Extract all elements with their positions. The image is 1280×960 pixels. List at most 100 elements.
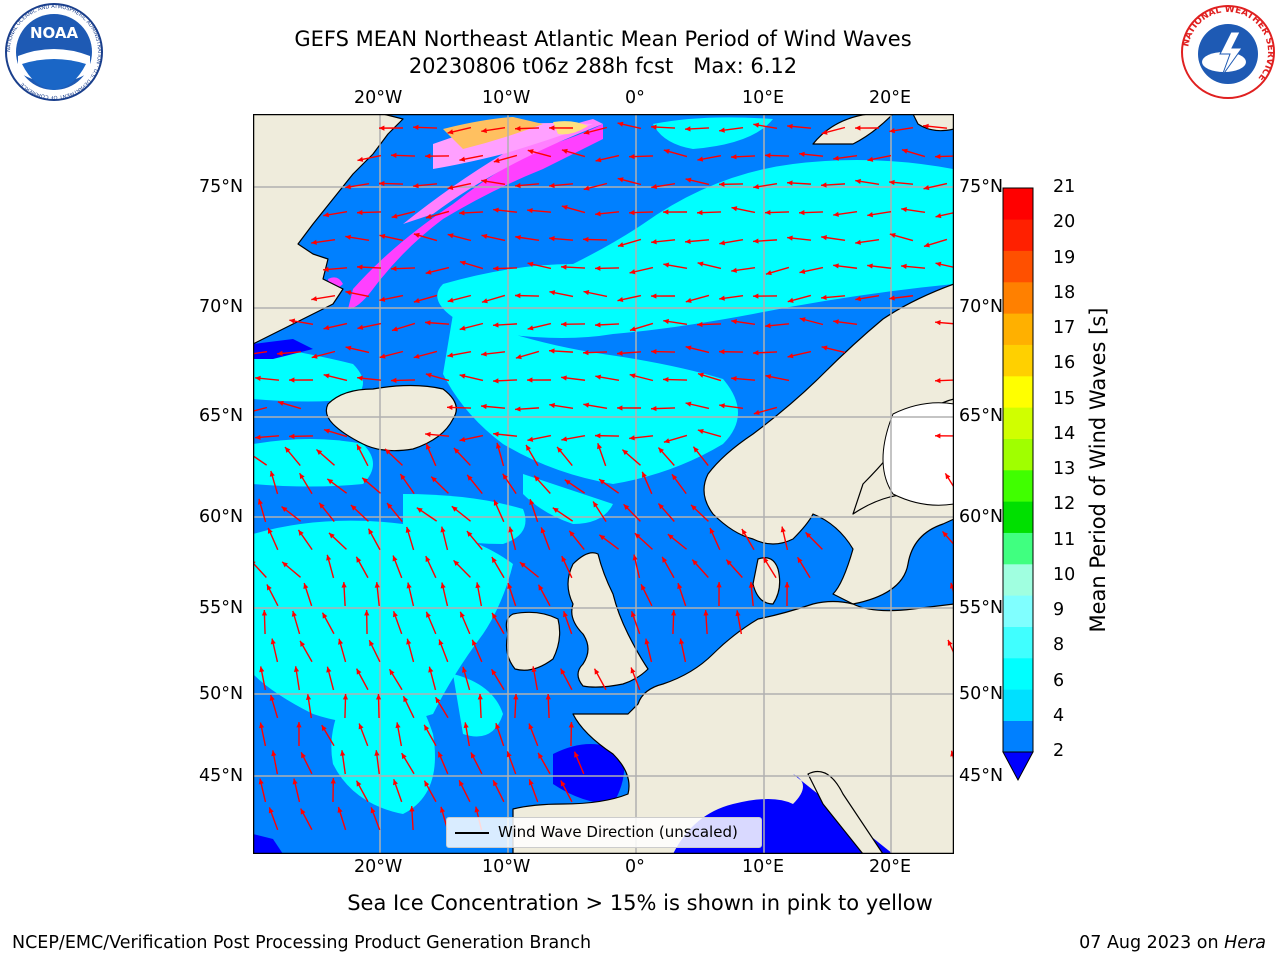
wind-wave-arrowhead (821, 345, 828, 351)
wind-wave-arrowhead (438, 751, 443, 758)
wind-wave-arrowhead (697, 156, 704, 162)
wind-wave-arrowhead (481, 403, 487, 410)
wind-wave-arrowhead (867, 212, 874, 218)
wind-wave-arrowhead (799, 151, 805, 157)
wind-wave-arrowhead (472, 639, 477, 646)
wind-wave-arrowhead (393, 779, 398, 786)
nws-logo: NATIONAL WEATHER SERVICE (1181, 5, 1275, 99)
wind-wave-arrowhead (595, 322, 601, 328)
wind-wave-arrowhead (261, 610, 268, 616)
wind-wave-arrowhead (765, 152, 771, 159)
legend-label: Wind Wave Direction (unscaled) (498, 823, 738, 841)
wind-wave-arrowhead (316, 449, 323, 456)
wind-wave-arrowhead (466, 531, 473, 537)
wind-wave-arrowhead (502, 473, 508, 480)
wind-wave-arrowhead (289, 377, 295, 383)
wind-wave-arrowhead (658, 447, 664, 454)
wind-wave-arrowhead (300, 640, 306, 647)
colorbar-block (1003, 720, 1033, 753)
wind-wave-arrowhead (481, 298, 488, 304)
colorbar-tick-label: 4 (1053, 705, 1065, 726)
wind-wave-arrowhead (357, 209, 363, 216)
wind-wave-arrowhead (629, 210, 635, 216)
wind-wave-arrowhead (641, 584, 646, 591)
wind-wave-arrowhead (519, 562, 526, 568)
wind-wave-arrowhead (269, 470, 275, 477)
wind-wave-arrowhead (493, 157, 500, 163)
wind-wave-arrowhead (617, 121, 624, 127)
wind-wave-arrow (253, 351, 268, 355)
wind-wave-arrowhead (406, 638, 412, 645)
wind-wave-arrowhead (323, 266, 329, 272)
wind-wave-arrowhead (277, 400, 284, 406)
wind-wave-arrowhead (425, 431, 431, 438)
wind-wave-arrowhead (413, 298, 420, 304)
wind-wave-arrowhead (459, 780, 464, 787)
wind-wave-arrowhead (855, 296, 862, 302)
wind-wave-arrowhead (583, 349, 589, 356)
wind-wave-arrowhead (821, 294, 827, 301)
wind-wave-arrowhead (300, 808, 306, 815)
wind-wave-arrowhead (663, 438, 670, 444)
wind-wave-arrowhead (753, 238, 759, 244)
wind-wave-arrowhead (527, 436, 534, 442)
wind-wave-arrowhead (549, 182, 555, 189)
wind-wave-arrowhead (855, 239, 861, 245)
wind-wave-arrowhead (413, 124, 419, 131)
svalbard-land (812, 114, 894, 145)
wind-wave-arrowhead (345, 290, 352, 296)
wind-wave-arrowhead (629, 153, 635, 160)
wind-wave-arrowhead (507, 583, 513, 590)
wind-wave-arrowhead (285, 447, 291, 453)
wind-wave-arrowhead (765, 270, 772, 276)
wind-wave-arrowhead (440, 526, 446, 533)
wind-wave-arrowhead (267, 527, 273, 534)
colorbar-block (1003, 501, 1033, 533)
wind-wave-arrowhead (787, 235, 793, 241)
wind-wave-arrowhead (319, 502, 325, 509)
wind-wave-arrowhead (889, 128, 896, 134)
wind-wave-arrowhead (593, 501, 599, 508)
wind-wave-arrowhead (799, 268, 806, 274)
colorbar-tick-label: 10 (1053, 564, 1076, 585)
wind-wave-arrowhead (323, 212, 330, 218)
wind-wave-arrowhead (508, 526, 514, 533)
footer-date-text: 07 Aug 2023 on (1079, 933, 1225, 953)
wind-wave-arrowhead (387, 503, 393, 509)
wind-wave-arrowhead (495, 442, 502, 449)
wind-wave-arrowhead (630, 611, 636, 618)
map-plot-area (253, 114, 954, 854)
wind-wave-arrowhead (923, 185, 930, 191)
lon-tick-top-1: 20°W (354, 88, 403, 108)
wind-wave-arrowhead (379, 180, 385, 187)
wind-wave-arrowhead (463, 722, 469, 729)
wind-wave-arrowhead (833, 155, 839, 161)
wind-wave-arrowhead (763, 557, 769, 564)
wind-wave-arrowhead (461, 666, 468, 673)
wind-wave-arrowhead (493, 431, 499, 437)
lat-tick-left-50: 50°N (199, 684, 244, 704)
wind-wave-arrowhead (425, 269, 432, 275)
wind-wave-arrowhead (425, 556, 431, 563)
wind-wave-arrowhead (460, 611, 465, 618)
wind-wave-arrowhead (719, 240, 726, 246)
wind-wave-arrowhead (685, 401, 692, 407)
colorbar-tick-label: 19 (1053, 247, 1076, 268)
wind-wave-arrowhead (697, 321, 703, 328)
wind-wave-arrowhead (357, 156, 364, 162)
wind-wave-direction-arrows (253, 121, 954, 831)
wind-wave-arrowhead (595, 211, 601, 217)
wind-wave-arrowhead (391, 265, 397, 272)
wind-wave-arrowhead (651, 293, 657, 299)
wind-wave-arrowhead (719, 127, 725, 133)
wind-wave-arrowhead (787, 353, 794, 359)
wind-wave-arrowhead (923, 123, 929, 129)
wind-wave-arrowhead (527, 261, 534, 267)
wind-wave-arrowhead (560, 780, 566, 787)
wind-wave-arrowhead (821, 182, 827, 188)
wind-wave-arrow (253, 406, 268, 412)
wind-wave-arrowhead (923, 242, 930, 248)
wind-wave-arrowhead (651, 184, 658, 190)
colorbar-tick-label: 17 (1053, 318, 1076, 338)
wind-wave-arrowhead (667, 534, 674, 540)
